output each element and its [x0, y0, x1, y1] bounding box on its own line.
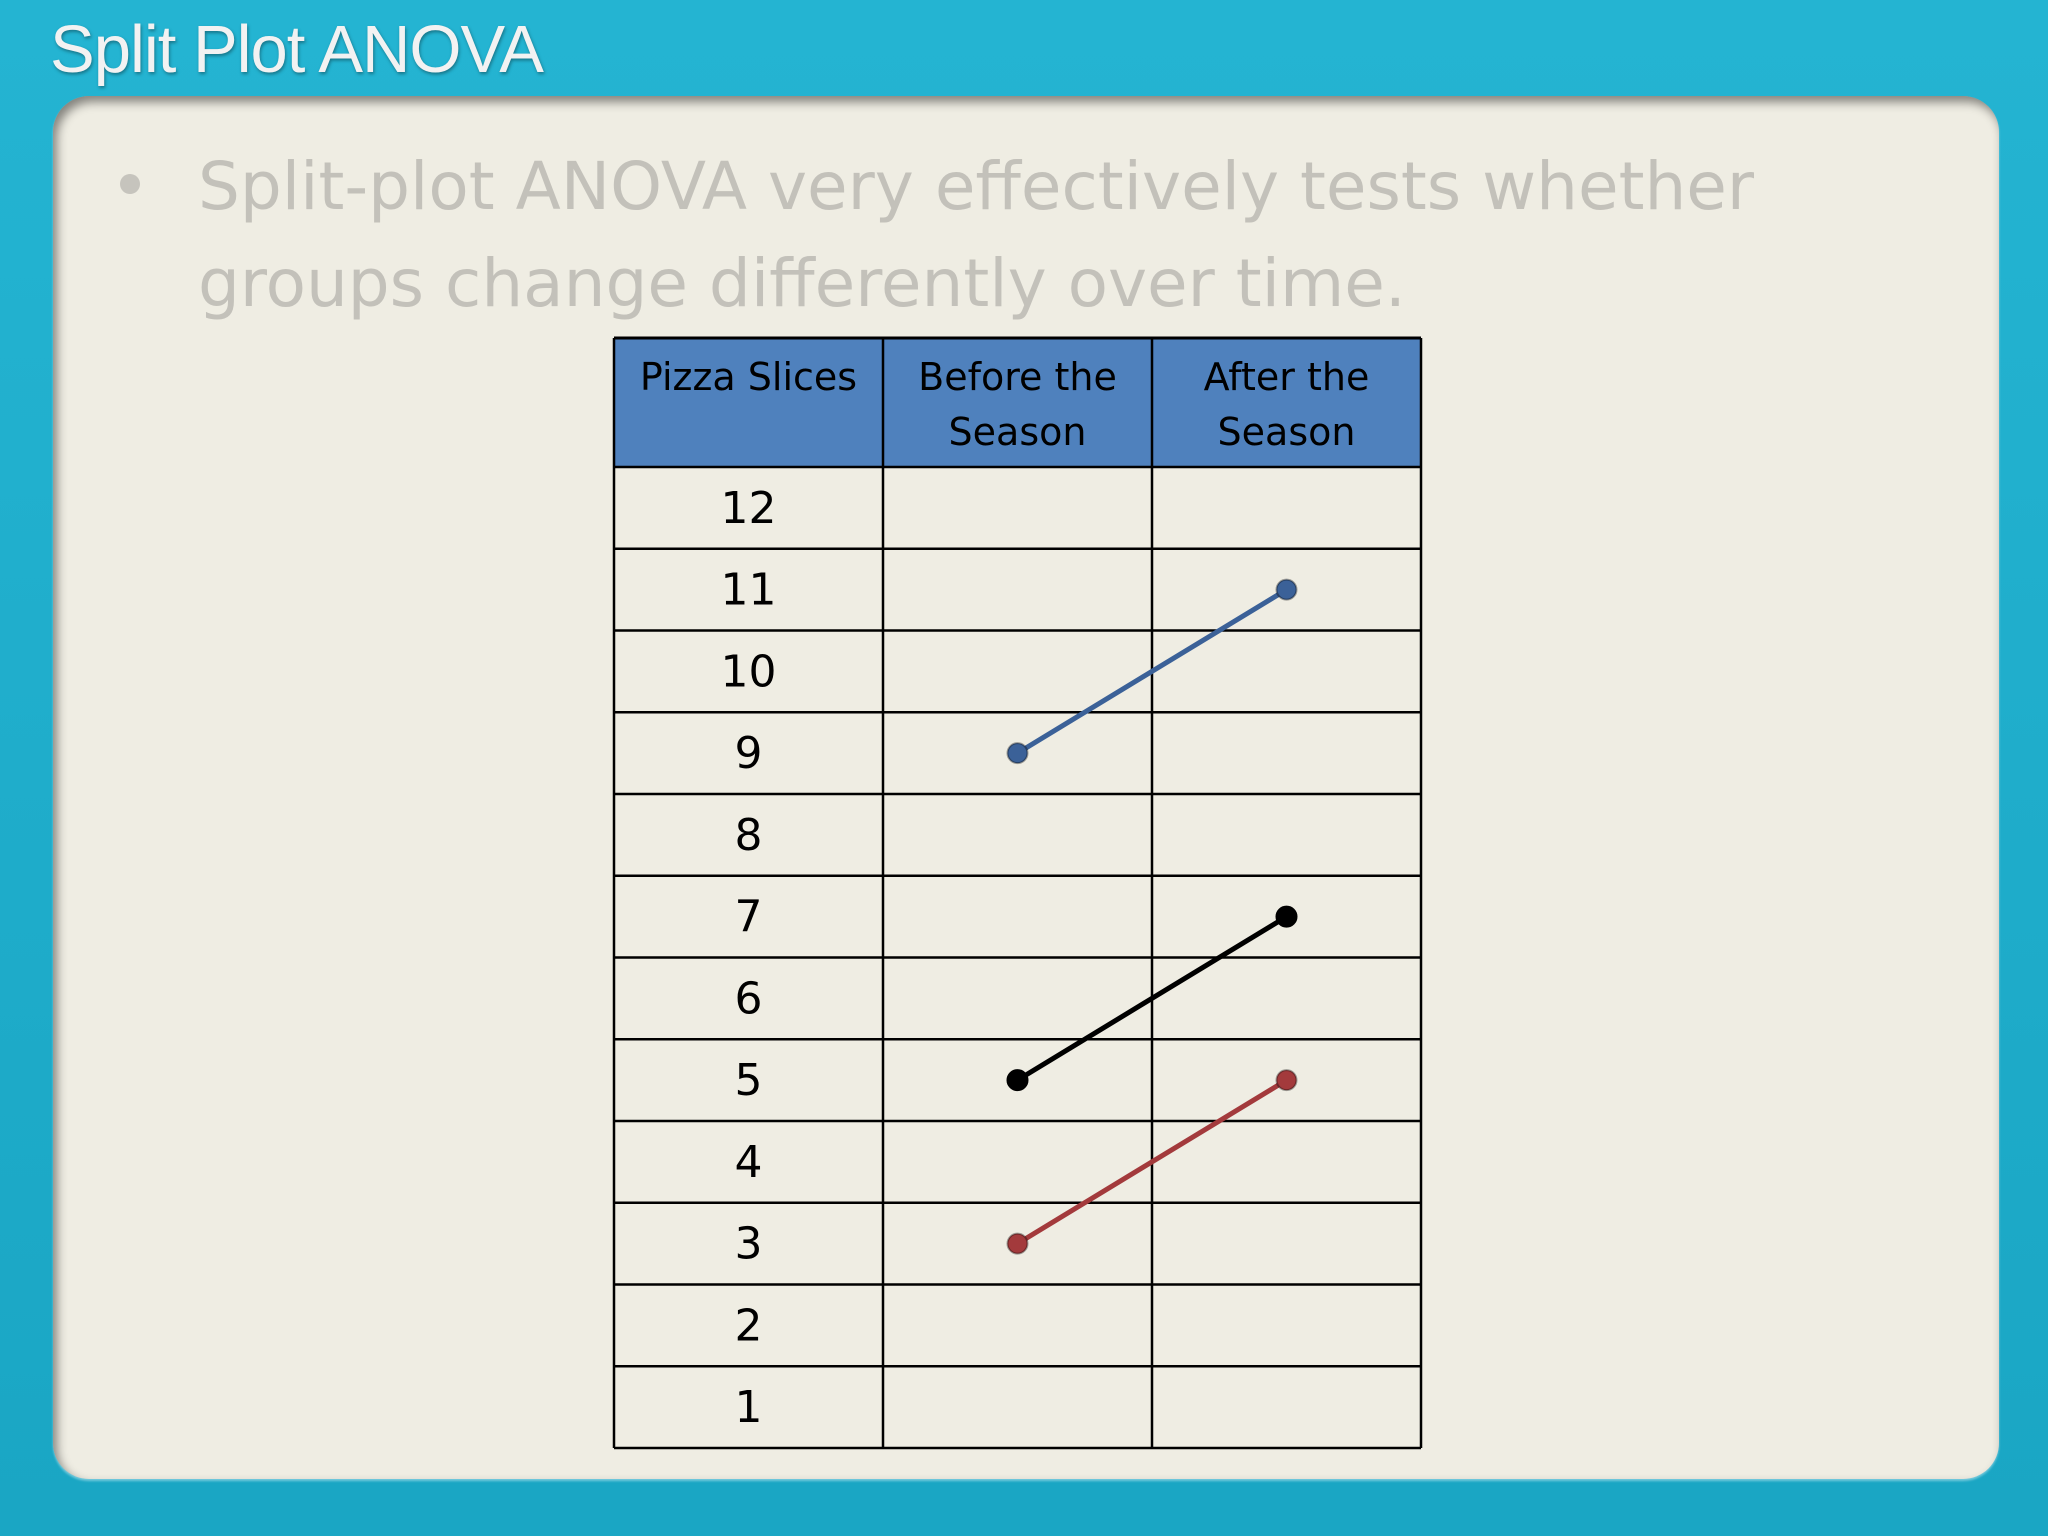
- row-label-11: 11: [721, 565, 777, 616]
- row-label-5: 5: [735, 1055, 763, 1106]
- row-label-4: 4: [735, 1137, 763, 1188]
- table-header-background: [614, 338, 1421, 467]
- series-2-line: [1015, 914, 1289, 1083]
- row-label-8: 8: [735, 810, 763, 861]
- table-header-2: Before the Season: [918, 355, 1117, 454]
- data-table: Pizza Slices Before the Season After the Sea…: [612, 336, 1423, 1450]
- series-1-point-2: [1275, 578, 1298, 601]
- row-label-12: 12: [721, 483, 777, 534]
- series-2-point-2: [1275, 905, 1298, 928]
- row-label-7: 7: [735, 892, 763, 943]
- bullet-point: Split-plot ANOVA very effectively tests …: [120, 138, 1820, 332]
- slide-title: Split Plot ANOVA: [50, 12, 544, 87]
- row-label-2: 2: [735, 1300, 763, 1351]
- series-3-point-2: [1275, 1069, 1298, 1092]
- row-label-6: 6: [735, 973, 763, 1024]
- row-label-1: 1: [735, 1382, 763, 1433]
- row-label-9: 9: [735, 728, 763, 779]
- table-header-3: After the Season: [1204, 355, 1370, 454]
- series-3-line: [1015, 1077, 1289, 1247]
- series-1-line: [1015, 587, 1289, 756]
- bullet-dot-icon: [120, 174, 140, 194]
- row-label-3: 3: [735, 1219, 763, 1270]
- series-3-point-1: [1006, 1232, 1029, 1255]
- table-header-1: Pizza Slices: [640, 355, 857, 399]
- row-label-10: 10: [721, 646, 777, 697]
- series-1-point-1: [1006, 742, 1029, 765]
- series-layer: [1006, 578, 1298, 1255]
- bullet-text: Split-plot ANOVA very effectively tests …: [198, 148, 1755, 322]
- series-2-point-1: [1006, 1069, 1029, 1092]
